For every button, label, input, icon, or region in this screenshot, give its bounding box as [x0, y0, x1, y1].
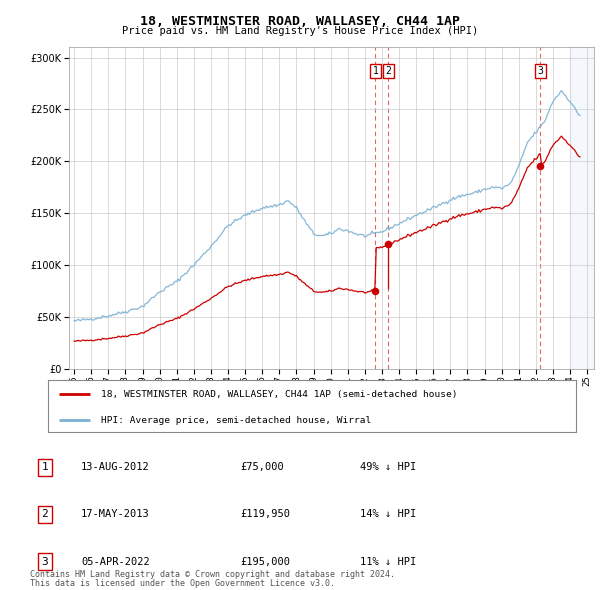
Text: 3: 3: [41, 557, 49, 566]
Text: 1: 1: [41, 463, 49, 472]
Text: Price paid vs. HM Land Registry's House Price Index (HPI): Price paid vs. HM Land Registry's House …: [122, 26, 478, 36]
Text: £119,950: £119,950: [240, 510, 290, 519]
Text: 18, WESTMINSTER ROAD, WALLASEY, CH44 1AP (semi-detached house): 18, WESTMINSTER ROAD, WALLASEY, CH44 1AP…: [101, 390, 457, 399]
Text: 3: 3: [538, 66, 543, 76]
Point: [383, 240, 393, 249]
Text: £195,000: £195,000: [240, 557, 290, 566]
Bar: [570, 47, 600, 369]
Text: 2: 2: [41, 510, 49, 519]
Text: 17-MAY-2013: 17-MAY-2013: [81, 510, 150, 519]
Text: Contains HM Land Registry data © Crown copyright and database right 2024.: Contains HM Land Registry data © Crown c…: [30, 570, 395, 579]
Text: This data is licensed under the Open Government Licence v3.0.: This data is licensed under the Open Gov…: [30, 579, 335, 588]
Text: 11% ↓ HPI: 11% ↓ HPI: [360, 557, 416, 566]
Text: £75,000: £75,000: [240, 463, 284, 472]
Text: 2: 2: [385, 66, 391, 76]
Text: 49% ↓ HPI: 49% ↓ HPI: [360, 463, 416, 472]
Point: [371, 286, 380, 296]
Point: [535, 162, 545, 171]
Text: HPI: Average price, semi-detached house, Wirral: HPI: Average price, semi-detached house,…: [101, 416, 371, 425]
Text: 05-APR-2022: 05-APR-2022: [81, 557, 150, 566]
Text: 14% ↓ HPI: 14% ↓ HPI: [360, 510, 416, 519]
Text: 1: 1: [373, 66, 379, 76]
Text: 13-AUG-2012: 13-AUG-2012: [81, 463, 150, 472]
Text: 18, WESTMINSTER ROAD, WALLASEY, CH44 1AP: 18, WESTMINSTER ROAD, WALLASEY, CH44 1AP: [140, 15, 460, 28]
